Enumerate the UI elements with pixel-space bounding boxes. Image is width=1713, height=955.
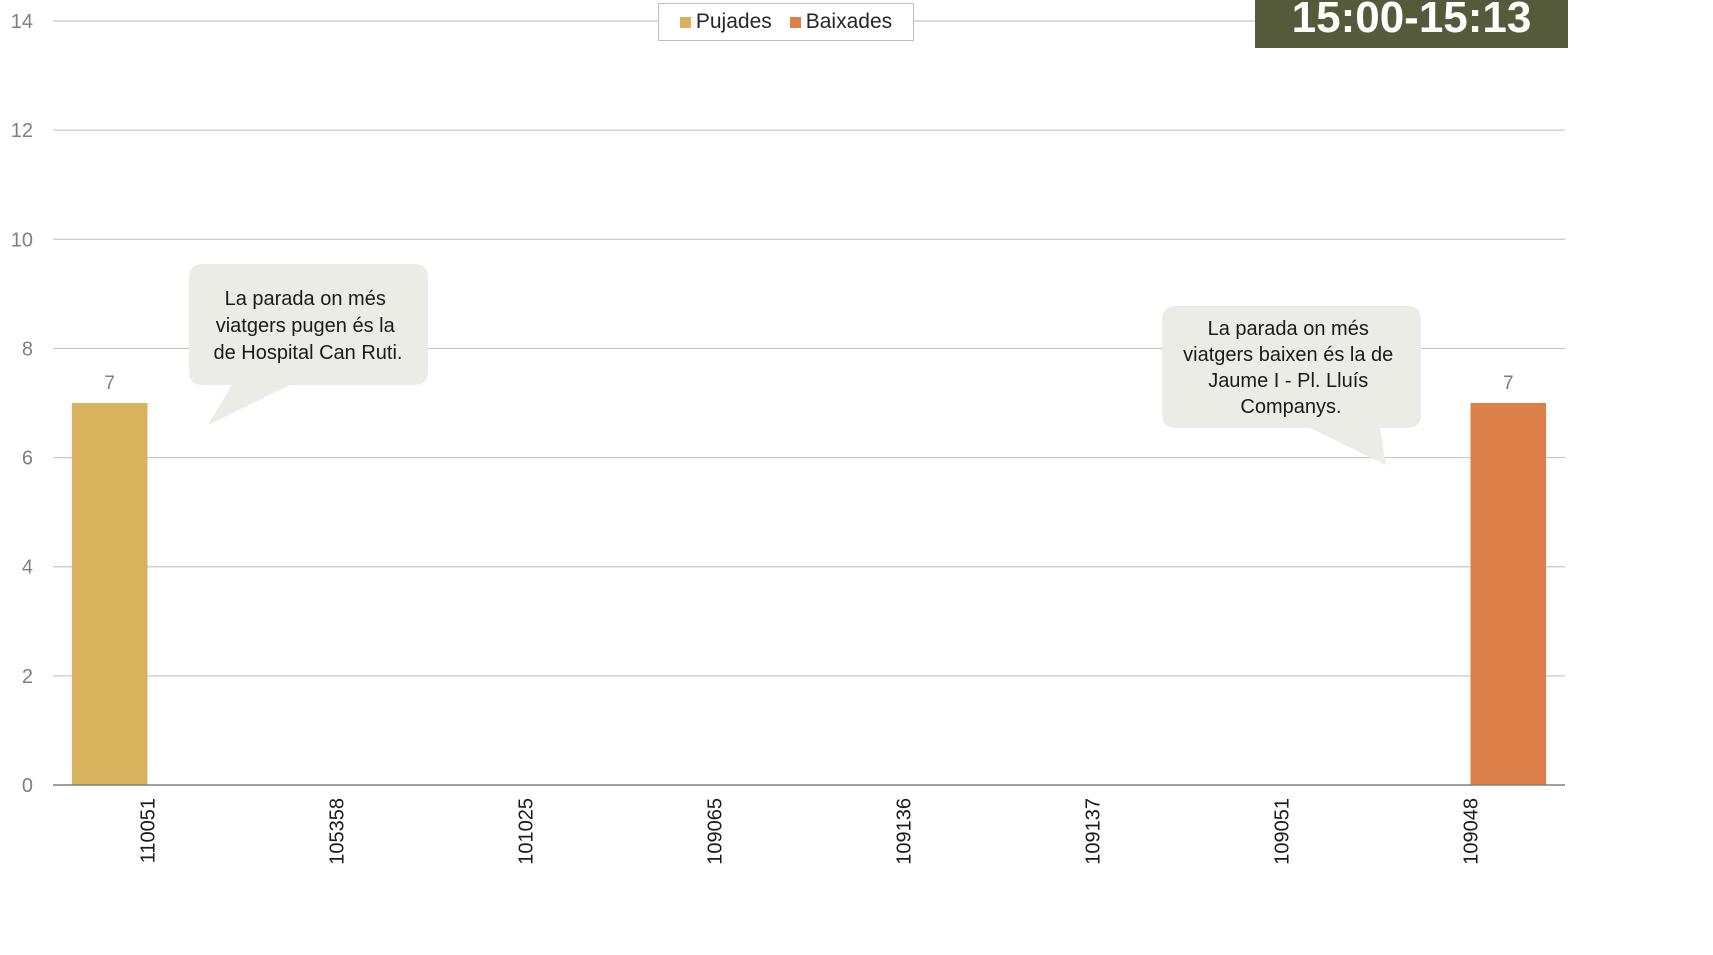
callout-pujades-line: La parada on més — [225, 288, 386, 310]
y-tick-label: 4 — [22, 557, 33, 579]
bar-baixades-109048 — [1470, 403, 1547, 785]
svg-text:La parada on més viatger: La parada on més viatgers baixen és la d… — [1183, 318, 1399, 418]
y-tick-label: 0 — [22, 775, 33, 797]
callout-baixades-line: viatgers baixen és la de — [1183, 344, 1393, 366]
y-tick-label: 8 — [22, 338, 33, 360]
legend-label-pujades: Pujades — [695, 10, 772, 33]
y-tick-label: 12 — [11, 120, 33, 142]
y-tick-label: 14 — [11, 11, 33, 33]
legend-item-baixades: Baixades — [789, 10, 893, 34]
legend-swatch-pujades — [679, 16, 691, 28]
legend-item-pujades: Pujades — [679, 10, 772, 34]
callout-baixades-line: La parada on més — [1208, 318, 1369, 340]
x-tick-label: 105358 — [327, 798, 349, 865]
y-tick-label: 10 — [11, 229, 33, 251]
callout-baixades-line: Jaume I - Pl. Lluís — [1208, 370, 1368, 392]
callout-baixades: La parada on més viatgers baixen és la d… — [1162, 306, 1421, 465]
svg-text:La parada on més viatger: La parada on més viatgers pugen és la de… — [214, 288, 403, 364]
x-tick-label: 109137 — [1083, 798, 1105, 865]
x-axis-ticks: 110051 105358 101025 109065 109136 109137 1090… — [138, 798, 1483, 865]
y-tick-label: 2 — [22, 666, 33, 688]
y-axis-ticks: 0 2 4 6 8 10 12 14 — [11, 11, 33, 797]
callout-pujades-line: viatgers pugen és la — [216, 315, 396, 337]
callout-baixades-line: Companys. — [1240, 396, 1341, 418]
callout-pujades-line: de Hospital Can Ruti. — [214, 342, 403, 364]
legend-label-baixades: Baixades — [805, 10, 893, 33]
x-tick-label: 109051 — [1272, 798, 1294, 865]
bars — [71, 403, 1547, 785]
chart-legend: Pujades Baixades — [658, 3, 914, 41]
x-tick-label: 109065 — [705, 798, 727, 865]
x-tick-label: 101025 — [516, 798, 538, 865]
bar-pujades-110051 — [71, 403, 148, 785]
data-label: 7 — [1503, 373, 1514, 394]
x-tick-label: 109048 — [1461, 798, 1483, 865]
time-range-badge: 15:00-15:13 — [1255, 0, 1568, 48]
x-tick-label: 110051 — [138, 798, 160, 863]
callout-pujades: La parada on més viatgers pugen és la de… — [189, 264, 428, 425]
data-label: 7 — [104, 373, 115, 394]
x-tick-label: 109136 — [894, 798, 916, 865]
legend-swatch-baixades — [789, 16, 801, 28]
y-tick-label: 6 — [22, 448, 33, 470]
